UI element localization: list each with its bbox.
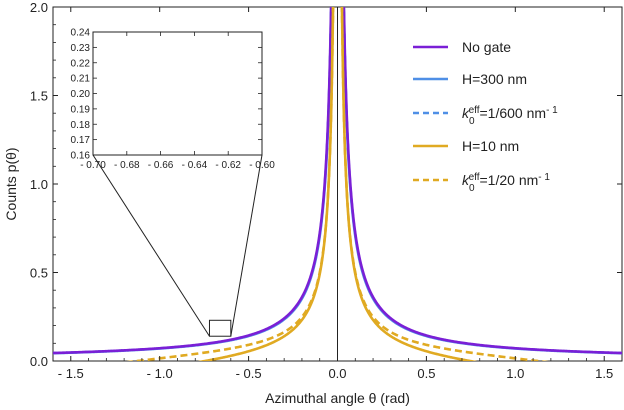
y-axis-title: Counts p(θ) bbox=[3, 147, 19, 220]
legend-label-k0eff-1-600-nm-1: k0eff=1/600 nm- 1 bbox=[462, 105, 558, 127]
y-tick-label: 2.0 bbox=[30, 0, 48, 15]
inset-series-line-h-300-nm bbox=[93, 220, 262, 246]
zoom-box bbox=[208, 319, 232, 337]
inset-x-tick-label: - 0.64 bbox=[182, 160, 208, 171]
x-tick-label: - 1.5 bbox=[58, 366, 84, 381]
x-axis-title: Azimuthal angle θ (rad) bbox=[265, 390, 410, 406]
series-line-k0eff-1-20-nm-1-right bbox=[340, 7, 549, 361]
series-line-no-gate-left bbox=[53, 7, 333, 355]
legend-k: k bbox=[462, 172, 470, 188]
inset-y-tick-label: 0.21 bbox=[71, 74, 91, 85]
x-tick-label: 0.0 bbox=[328, 366, 346, 381]
y-tick-label: 1.5 bbox=[30, 89, 48, 104]
x-tick-label: 1.0 bbox=[506, 366, 524, 381]
inset-y-tick-label: 0.23 bbox=[71, 43, 91, 54]
inset-x-tick-label: - 0.70 bbox=[80, 160, 106, 171]
inset-border bbox=[92, 31, 263, 156]
series-line-k0eff-1-20-nm-1-left bbox=[126, 7, 335, 361]
series-line-no-gate-right bbox=[342, 7, 622, 355]
inset-x-tick-label: - 0.68 bbox=[114, 160, 140, 171]
inset-x-tick-label: - 0.62 bbox=[215, 160, 241, 171]
x-tick-label: - 0.5 bbox=[236, 366, 262, 381]
legend-k: k bbox=[462, 105, 470, 121]
legend-value: =1/600 nm bbox=[480, 105, 547, 121]
legend-superscript: eff bbox=[469, 172, 480, 183]
legend-exponent: - 1 bbox=[538, 172, 550, 183]
legend-label-k0eff-1-20-nm-1: k0eff=1/20 nm- 1 bbox=[462, 172, 550, 194]
legend-subscript: 0 bbox=[469, 183, 475, 194]
inset-series-line-k0eff-1-600-nm-1 bbox=[93, 218, 262, 244]
zoom-indicator bbox=[92, 154, 263, 337]
inset-y-tick-label: 0.20 bbox=[71, 89, 91, 100]
inset-y-tick-label: 0.16 bbox=[71, 151, 91, 162]
inset-series-line-no-gate bbox=[93, 216, 262, 242]
inset-y-tick-label: 0.18 bbox=[71, 120, 91, 131]
inset-chart: 0.16 0.17 0.18 0.19 0.20 0.21 0.22 0.23 0.24 - 0.… bbox=[71, 28, 276, 246]
zoom-connector-left bbox=[92, 154, 210, 337]
y-tick-label: 0.5 bbox=[30, 266, 48, 281]
inset-curves bbox=[93, 216, 262, 246]
legend-label-no-gate: No gate bbox=[462, 39, 511, 55]
inset-y-tick-label: 0.17 bbox=[71, 135, 91, 146]
inset-y-tick-label: 0.24 bbox=[71, 28, 91, 39]
inset-y-tick-label: 0.19 bbox=[71, 104, 91, 115]
series-line-h-10-nm-left bbox=[197, 7, 335, 361]
zoom-connector-right bbox=[230, 154, 263, 337]
legend-value: =1/20 nm bbox=[480, 172, 539, 188]
x-tick-label: - 1.0 bbox=[147, 366, 173, 381]
legend-superscript: eff bbox=[469, 105, 480, 116]
main-curves bbox=[53, 7, 622, 361]
legend-exponent: - 1 bbox=[546, 105, 558, 116]
y-tick-label: 1.0 bbox=[30, 177, 48, 192]
inset-x-tick-label: - 0.60 bbox=[249, 160, 275, 171]
y-tick-label: 0.0 bbox=[30, 354, 48, 369]
x-tick-label: 0.5 bbox=[417, 366, 435, 381]
x-ticks: - 1.5 - 1.0 - 0.5 0.0 0.5 1.0 1.5 bbox=[58, 7, 613, 381]
legend-label-h-10-nm: H=10 nm bbox=[462, 138, 519, 154]
y-ticks: 0.0 0.5 1.0 1.5 2.0 bbox=[30, 0, 622, 369]
inset-x-tick-label: - 0.66 bbox=[148, 160, 174, 171]
legend-subscript: 0 bbox=[469, 116, 475, 127]
inset-y-tick-label: 0.22 bbox=[71, 58, 91, 69]
series-line-h-10-nm-right bbox=[340, 7, 478, 361]
x-tick-label: 1.5 bbox=[595, 366, 613, 381]
legend-label-h-300-nm: H=300 nm bbox=[462, 71, 527, 87]
